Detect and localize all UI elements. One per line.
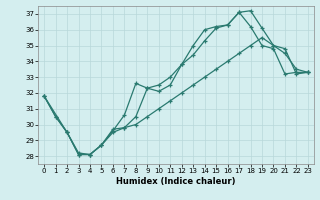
X-axis label: Humidex (Indice chaleur): Humidex (Indice chaleur) (116, 177, 236, 186)
